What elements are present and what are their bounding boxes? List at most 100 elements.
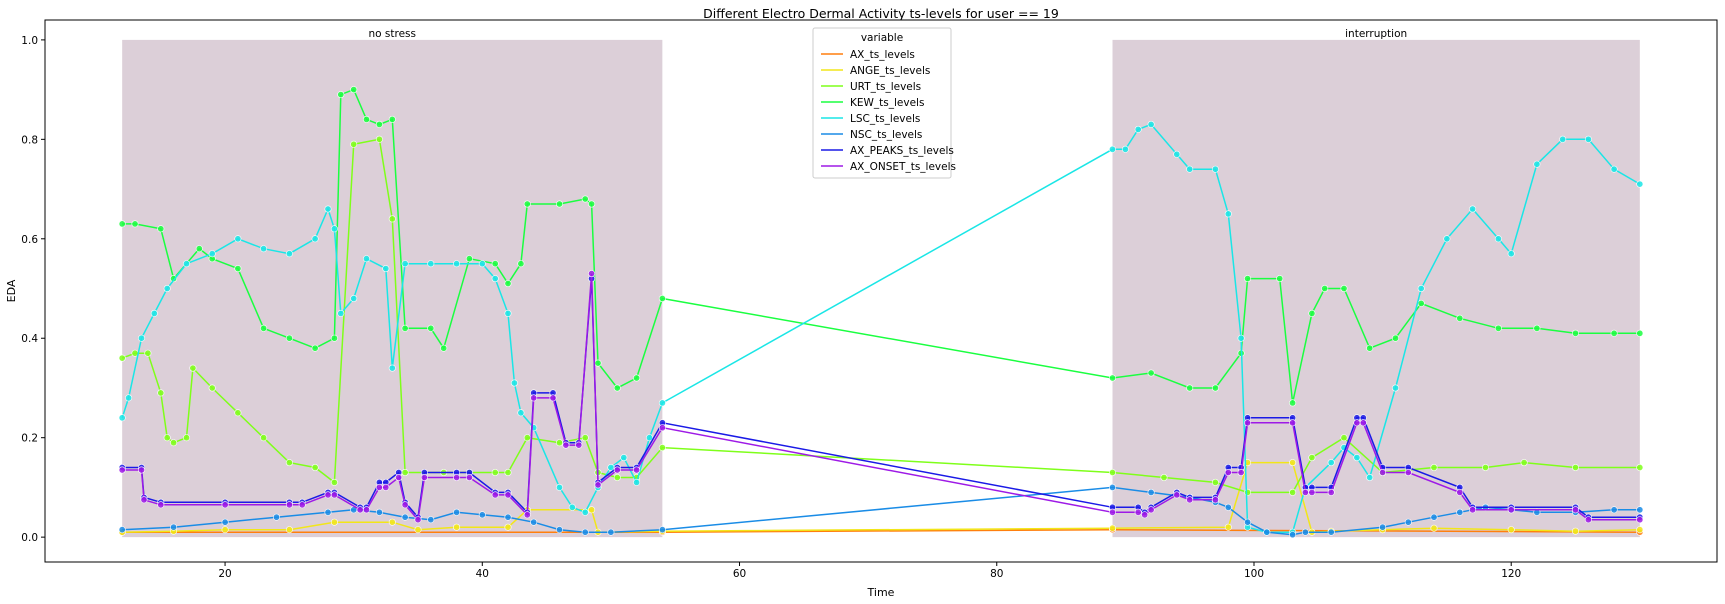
point-LSC_ts_levels-41	[1186, 165, 1194, 173]
point-LSC_ts_levels-59	[1533, 160, 1541, 168]
point-LSC_ts_levels-9	[285, 250, 293, 258]
point-URT_ts_levels-31	[1211, 478, 1219, 486]
point-ANGE_ts_levels-22	[1572, 527, 1580, 535]
point-LSC_ts_levels-52	[1366, 473, 1374, 481]
point-LSC_ts_levels-28	[568, 503, 576, 511]
point-AX_ONSET_ts_levels-46	[1359, 419, 1367, 427]
point-LSC_ts_levels-32	[620, 454, 628, 462]
point-ANGE_ts_levels-3	[285, 526, 293, 534]
point-KEW_ts_levels-7	[260, 324, 268, 332]
point-ANGE_ts_levels-23	[1636, 526, 1644, 534]
y-axis: 0.0 0.2 0.4 0.6 0.8 1.0	[21, 35, 45, 544]
point-LSC_ts_levels-23	[504, 309, 512, 317]
legend-entry-AX_ts_levels: AX_ts_levels	[850, 49, 915, 61]
point-LSC_ts_levels-39	[1147, 120, 1155, 128]
point-AX_ONSET_ts_levels-2	[140, 496, 148, 504]
point-LSC_ts_levels-37	[1121, 145, 1129, 153]
point-KEW_ts_levels-4	[195, 245, 203, 253]
point-LSC_ts_levels-61	[1584, 135, 1592, 143]
point-KEW_ts_levels-45	[1456, 314, 1464, 322]
point-URT_ts_levels-30	[1160, 473, 1168, 481]
point-NSC_ts_levels-26	[1327, 528, 1335, 536]
point-AX_ONSET_ts_levels-45	[1353, 419, 1361, 427]
point-KEW_ts_levels-18	[440, 344, 448, 352]
point-URT_ts_levels-17	[401, 468, 409, 476]
point-AX_ONSET_ts_levels-41	[1289, 419, 1297, 427]
point-LSC_ts_levels-7	[234, 235, 242, 243]
point-URT_ts_levels-15	[375, 135, 383, 143]
region-1	[1112, 39, 1640, 538]
point-AX_ONSET_ts_levels-51	[1507, 506, 1515, 514]
x-tick-label-0: 20	[218, 568, 231, 580]
point-NSC_ts_levels-9	[453, 508, 461, 516]
point-URT_ts_levels-4	[163, 434, 171, 442]
point-URT_ts_levels-13	[330, 478, 338, 486]
point-AX_ONSET_ts_levels-48	[1404, 468, 1412, 476]
point-NSC_ts_levels-2	[221, 518, 229, 526]
point-URT_ts_levels-11	[285, 459, 293, 467]
point-LSC_ts_levels-11	[324, 205, 332, 213]
point-AX_ONSET_ts_levels-43	[1308, 488, 1316, 496]
point-LSC_ts_levels-29	[581, 508, 589, 516]
series-line-AX_ts_levels	[122, 528, 1640, 533]
point-URT_ts_levels-9	[234, 409, 242, 417]
point-AX_ONSET_ts_levels-8	[330, 491, 338, 499]
series-KEW_ts_levels	[118, 86, 1644, 407]
point-AX_ONSET_ts_levels-21	[523, 511, 531, 519]
point-NSC_ts_levels-21	[1224, 503, 1232, 511]
point-KEW_ts_levels-11	[337, 91, 345, 99]
point-AX_ONSET_ts_levels-1	[138, 466, 146, 474]
point-AX_ONSET_ts_levels-32	[1134, 508, 1142, 516]
region-label-0: no stress	[369, 28, 417, 40]
point-KEW_ts_levels-42	[1366, 344, 1374, 352]
point-AX_ONSET_ts_levels-0	[118, 466, 126, 474]
point-NSC_ts_levels-0	[118, 526, 126, 534]
point-LSC_ts_levels-55	[1443, 235, 1451, 243]
point-NSC_ts_levels-18	[1147, 488, 1155, 496]
point-LSC_ts_levels-57	[1494, 235, 1502, 243]
legend-entry-KEW_ts_levels: KEW_ts_levels	[850, 97, 924, 109]
point-ANGE_ts_levels-16	[1289, 459, 1297, 467]
point-URT_ts_levels-6	[183, 434, 191, 442]
point-NSC_ts_levels-10	[478, 511, 486, 519]
point-URT_ts_levels-39	[1520, 459, 1528, 467]
point-NSC_ts_levels-17	[1109, 483, 1117, 491]
point-KEW_ts_levels-17	[427, 324, 435, 332]
point-AX_ONSET_ts_levels-14	[401, 501, 409, 509]
point-URT_ts_levels-33	[1289, 488, 1297, 496]
point-NSC_ts_levels-12	[530, 518, 538, 526]
point-ANGE_ts_levels-10	[588, 506, 596, 514]
point-AX_ONSET_ts_levels-37	[1211, 496, 1219, 504]
point-LSC_ts_levels-40	[1173, 150, 1181, 158]
point-AX_ONSET_ts_levels-50	[1469, 506, 1477, 514]
point-URT_ts_levels-38	[1482, 463, 1490, 471]
point-KEW_ts_levels-26	[588, 200, 596, 208]
point-AX_ONSET_ts_levels-39	[1237, 468, 1245, 476]
point-ANGE_ts_levels-5	[388, 518, 396, 526]
point-URT_ts_levels-23	[555, 439, 563, 447]
point-KEW_ts_levels-34	[1211, 384, 1219, 392]
point-AX_ONSET_ts_levels-34	[1147, 506, 1155, 514]
point-NSC_ts_levels-6	[375, 508, 383, 516]
y-tick-label-2: 0.4	[21, 333, 38, 345]
point-KEW_ts_levels-22	[517, 260, 525, 268]
point-AX_ONSET_ts_levels-28	[613, 466, 621, 474]
x-axis: 20 40 60 80 100 120	[218, 562, 1521, 580]
point-NSC_ts_levels-24	[1289, 531, 1297, 539]
point-KEW_ts_levels-10	[330, 334, 338, 342]
point-AX_ONSET_ts_levels-49	[1456, 488, 1464, 496]
point-URT_ts_levels-2	[144, 349, 152, 357]
point-LSC_ts_levels-21	[478, 260, 486, 268]
y-tick-label-5: 1.0	[21, 35, 38, 47]
point-KEW_ts_levels-23	[523, 200, 531, 208]
legend-entry-AX_ONSET_ts_levels: AX_ONSET_ts_levels	[850, 161, 956, 173]
point-KEW_ts_levels-2	[157, 225, 165, 233]
point-KEW_ts_levels-8	[285, 334, 293, 342]
point-NSC_ts_levels-22	[1244, 518, 1252, 526]
point-AX_ONSET_ts_levels-22	[530, 394, 538, 402]
x-tick-label-3: 80	[990, 568, 1003, 580]
point-URT_ts_levels-24	[581, 434, 589, 442]
point-LSC_ts_levels-18	[401, 260, 409, 268]
legend-title: variable	[861, 32, 903, 44]
